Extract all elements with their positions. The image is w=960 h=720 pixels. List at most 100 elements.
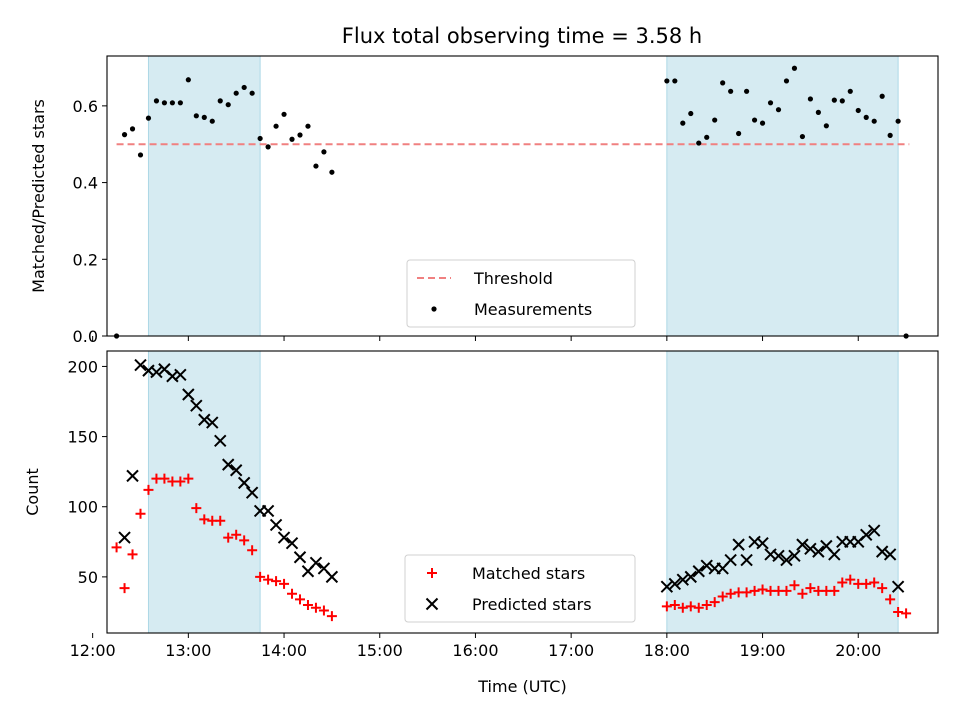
matched-star-point bbox=[255, 571, 266, 582]
matched-star-point bbox=[805, 583, 816, 594]
measurement-point bbox=[728, 88, 734, 94]
x-tick-label: 20:00 bbox=[835, 641, 881, 660]
measurement-point bbox=[887, 132, 893, 138]
matched-star-point bbox=[199, 514, 210, 525]
predicted-star-point bbox=[214, 434, 227, 447]
matched-star-point bbox=[693, 602, 704, 613]
matched-star-point bbox=[215, 515, 226, 526]
predicted-star-point bbox=[118, 531, 131, 544]
measurement-point bbox=[807, 96, 813, 102]
matched-star-point bbox=[797, 588, 808, 599]
legend-label: Matched stars bbox=[472, 564, 585, 583]
measurement-point bbox=[791, 65, 798, 71]
predicted-star-point bbox=[229, 464, 243, 477]
measurement-point bbox=[225, 102, 231, 108]
predicted-star-point bbox=[309, 556, 323, 570]
predicted-star-point bbox=[788, 549, 801, 563]
legend-measurement-swatch bbox=[431, 306, 437, 312]
matched-star-point bbox=[127, 549, 138, 560]
matched-star-point bbox=[183, 473, 194, 484]
predicted-star-point bbox=[883, 548, 897, 561]
measurement-point bbox=[847, 88, 853, 94]
matched-star-point bbox=[861, 578, 872, 589]
matched-star-point bbox=[901, 608, 912, 619]
matched-star-point bbox=[175, 476, 186, 487]
measurement-point bbox=[871, 118, 877, 124]
legend-box bbox=[404, 554, 636, 623]
matched-star-point bbox=[294, 594, 305, 605]
measurement-point bbox=[193, 113, 199, 119]
count-panel: 50 100 150 200 12:00 13:00 14:00 15:00 16:00 17:0… bbox=[23, 350, 939, 696]
matched-star-point bbox=[661, 601, 672, 612]
matched-star-point bbox=[669, 599, 680, 610]
matched-star-point bbox=[789, 580, 800, 591]
measurement-point bbox=[759, 120, 766, 126]
measurement-point bbox=[855, 107, 861, 114]
matched-star-point bbox=[143, 484, 154, 495]
measurement-point bbox=[863, 114, 869, 120]
matched-star-point bbox=[725, 588, 736, 599]
matched-star-point bbox=[869, 577, 880, 588]
measurement-point bbox=[895, 118, 901, 124]
matched-star-point bbox=[191, 503, 202, 514]
highlight-span bbox=[147, 350, 261, 634]
matched-star-point bbox=[279, 578, 290, 589]
legend: Matched stars Predicted stars bbox=[404, 554, 636, 623]
measurement-point bbox=[672, 78, 678, 84]
matched-star-point bbox=[326, 611, 337, 622]
measurement-point bbox=[879, 93, 885, 99]
predicted-star-point bbox=[684, 570, 697, 584]
y-tick-label: 50 bbox=[78, 568, 98, 587]
measurement-point bbox=[664, 78, 670, 84]
x-tick-label: 12:00 bbox=[70, 641, 116, 660]
matched-star-point bbox=[318, 605, 329, 616]
predicted-star-point bbox=[692, 565, 705, 578]
y-axis-label: Matched/Predicted stars bbox=[29, 99, 48, 293]
matched-star-point bbox=[119, 583, 130, 594]
ratio-panel: 0.0 0.2 0.4 0.6 Matched/Predicted stars Thres… bbox=[29, 55, 939, 346]
predicted-star-point bbox=[293, 551, 307, 564]
measurement-point bbox=[815, 109, 821, 115]
measurement-point bbox=[329, 169, 335, 175]
x-tick-label: 19:00 bbox=[739, 641, 785, 660]
predicted-star-point bbox=[772, 549, 785, 563]
predicted-star-point bbox=[190, 399, 203, 412]
legend-matched-swatch bbox=[427, 568, 437, 578]
matched-star-point bbox=[263, 574, 274, 585]
matched-star-point bbox=[271, 576, 282, 587]
measurement-point bbox=[321, 149, 327, 155]
predicted-star-point bbox=[222, 458, 235, 471]
measurement-point bbox=[751, 117, 758, 123]
measurement-point bbox=[265, 144, 271, 150]
measurement-point bbox=[704, 134, 710, 140]
chart-title: Flux total observing time = 3.58 h bbox=[342, 24, 702, 48]
matched-star-point bbox=[829, 585, 840, 596]
predicted-star-point bbox=[756, 537, 769, 550]
predicted-star-point bbox=[182, 388, 195, 401]
matched-star-point bbox=[247, 545, 258, 556]
highlight-span bbox=[666, 55, 899, 337]
measurement-point bbox=[736, 130, 742, 137]
legend-label: Predicted stars bbox=[472, 595, 592, 614]
y-tick-label: 0.0 bbox=[73, 327, 98, 346]
y-tick-label: 0.4 bbox=[73, 174, 98, 193]
measurement-point bbox=[783, 78, 790, 84]
matched-star-point bbox=[837, 577, 848, 588]
matched-star-point bbox=[302, 599, 313, 610]
y-tick-label: 0.6 bbox=[73, 97, 98, 116]
predicted-star-point bbox=[875, 545, 889, 558]
measurement-point bbox=[137, 152, 144, 158]
matched-star-point bbox=[685, 601, 696, 612]
legend-label: Threshold bbox=[473, 269, 553, 288]
predicted-star-point bbox=[277, 531, 291, 544]
predicted-star-point bbox=[126, 469, 139, 483]
matched-star-point bbox=[885, 594, 896, 605]
y-axis-label: Count bbox=[23, 468, 42, 516]
measurement-point bbox=[249, 90, 255, 96]
matched-star-point bbox=[893, 606, 904, 617]
predicted-star-point bbox=[668, 577, 682, 591]
x-tick-label: 15:00 bbox=[357, 641, 403, 660]
predicted-star-point bbox=[780, 553, 793, 567]
x-tick-label: 16:00 bbox=[452, 641, 498, 660]
